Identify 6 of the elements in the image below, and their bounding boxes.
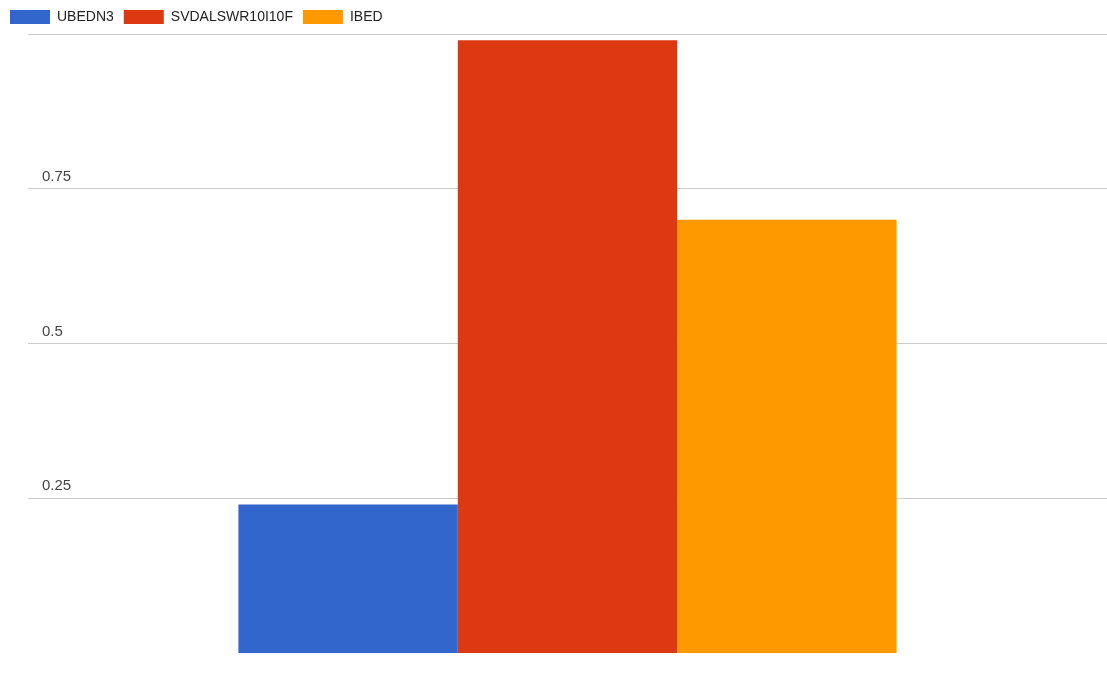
y-tick-label: 0.25	[42, 476, 72, 494]
legend-label: IBED	[349, 7, 383, 24]
legend-label: SVDALSWR10I10F	[170, 7, 293, 24]
y-tick-label: 0.5	[42, 321, 63, 339]
legend-label: UBEDN3	[57, 7, 115, 24]
y-tick-label: 0.75	[42, 166, 72, 184]
